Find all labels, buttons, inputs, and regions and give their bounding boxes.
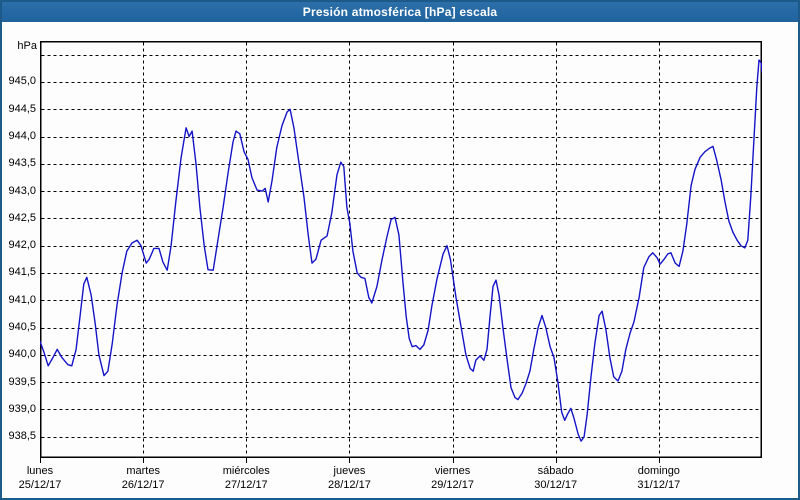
pressure-line <box>40 59 762 442</box>
y-axis-tick-label: 943,5 <box>8 157 36 170</box>
y-axis-tick-label: 940,5 <box>8 321 36 334</box>
day-name: martes <box>126 465 160 477</box>
y-axis-tick-label: 943,0 <box>8 184 36 197</box>
y-axis-tick-label: 944,5 <box>8 102 36 115</box>
y-axis-tick-label: 939,0 <box>8 402 36 415</box>
y-axis-tick-label: 944,0 <box>8 130 36 143</box>
y-axis-tick-label: 941,5 <box>8 266 36 279</box>
day-name: jueves <box>333 465 366 477</box>
x-axis-day-label: lunes 25/12/17 <box>2 464 92 492</box>
day-name: viernes <box>434 465 471 477</box>
y-axis-unit-label: hPa <box>17 40 37 52</box>
day-date: 31/12/17 <box>637 479 681 491</box>
y-axis-tick-label: 939,5 <box>8 375 36 388</box>
y-axis-tick-label: 942,5 <box>8 211 36 224</box>
y-axis-tick-label: 942,0 <box>8 239 36 252</box>
day-date: 27/12/17 <box>224 479 268 491</box>
day-date: 25/12/17 <box>18 479 62 491</box>
y-axis-tick-label: 940,0 <box>8 348 36 361</box>
x-axis-day-label: miércoles 27/12/17 <box>194 464 298 492</box>
x-axis-day-label: jueves 28/12/17 <box>297 464 401 492</box>
day-name: sábado <box>537 465 574 477</box>
day-date: 30/12/17 <box>534 479 578 491</box>
day-date: 29/12/17 <box>431 479 474 491</box>
y-axis-tick-label: 945,0 <box>8 75 36 88</box>
y-axis-tick-label: 941,0 <box>8 293 36 306</box>
x-axis-day-label: domingo 31/12/17 <box>607 464 711 492</box>
day-date: 28/12/17 <box>328 479 371 491</box>
title-bar: Presión atmosférica [hPa] escala <box>2 2 798 22</box>
x-axis-day-label: martes 26/12/17 <box>91 464 195 492</box>
day-date: 26/12/17 <box>121 479 165 491</box>
pressure-chart <box>40 41 762 463</box>
x-axis-day-label: viernes 29/12/17 <box>401 464 505 492</box>
window-title: Presión atmosférica [hPa] escala <box>302 5 498 19</box>
y-axis-tick-label: 938,5 <box>8 430 36 443</box>
plot-border <box>40 41 762 458</box>
day-name: domingo <box>637 465 680 477</box>
x-axis-day-label: sábado 30/12/17 <box>504 464 608 492</box>
day-name: miércoles <box>222 465 270 477</box>
day-name: lunes <box>26 465 54 477</box>
